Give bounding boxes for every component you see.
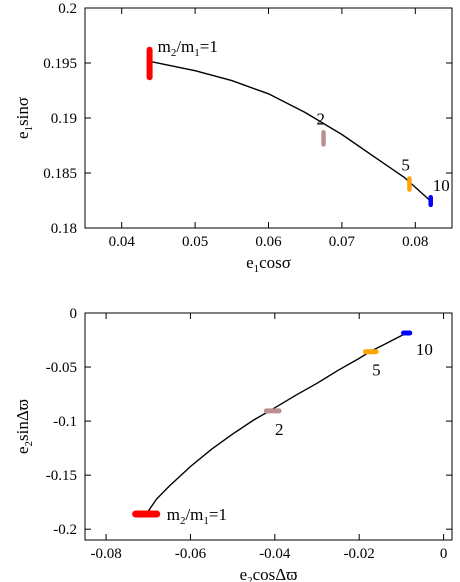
series-annotation: 5 <box>372 361 381 380</box>
bottom-ticks: -0.08 -0.06 -0.04 -0.02 0 -0.2 -0.15 -0.1 -0.05 0 <box>46 306 452 562</box>
series-annotation: 5 <box>401 156 410 175</box>
y-tick-label: -0.2 <box>53 522 77 538</box>
y-tick-label: 0.19 <box>51 111 77 127</box>
x-tick-label: -0.04 <box>259 546 291 562</box>
y-tick-label: 0.195 <box>43 56 77 72</box>
x-tick-label: 0.05 <box>182 234 208 250</box>
series-annotation: m2/m1=1 <box>158 37 218 59</box>
y-tick-label: -0.05 <box>46 360 77 376</box>
x-tick-label: 0.07 <box>329 234 356 250</box>
bottom-clusters <box>132 330 413 518</box>
top-clusters <box>146 46 433 208</box>
y-tick-label: -0.1 <box>53 414 77 430</box>
x-tick-label: 0 <box>440 546 448 562</box>
x-tick-label: 0.06 <box>255 234 282 250</box>
y-tick-label: -0.15 <box>46 468 77 484</box>
x-tick-label: -0.02 <box>344 546 375 562</box>
series-annotation: m2/m1=1 <box>167 505 227 527</box>
top-curve <box>152 61 431 202</box>
bottom-y-axis-label: e2sinΔϖ <box>13 399 35 454</box>
x-tick-label: 0.08 <box>402 234 428 250</box>
y-tick-label: 0 <box>70 306 78 322</box>
series-annotation: 2 <box>317 109 326 128</box>
top-x-axis-label: e1cosσ <box>246 253 291 275</box>
series-annotation: 10 <box>416 340 433 359</box>
top-plot-frame <box>84 7 453 229</box>
series-annotation: 10 <box>433 176 450 195</box>
top-panel: 0.04 0.05 0.06 0.07 0.08 0.18 0.185 0.19 0.195 0.… <box>13 1 453 275</box>
top-ticks: 0.04 0.05 0.06 0.07 0.08 0.18 0.185 0.19 0.195 0.… <box>43 1 452 250</box>
bottom-plot-frame <box>84 312 453 541</box>
bottom-annotations: m2/m1=1 2 5 10 <box>167 340 433 527</box>
top-annotations: m2/m1=1 2 5 10 <box>158 37 450 195</box>
x-tick-label: -0.08 <box>90 546 121 562</box>
bottom-x-axis-label: e2cosΔϖ <box>240 565 298 582</box>
x-tick-label: -0.06 <box>175 546 207 562</box>
x-tick-label: 0.04 <box>109 234 136 250</box>
y-tick-label: 0.18 <box>51 221 77 237</box>
series-annotation: 2 <box>275 420 284 439</box>
top-y-axis-label: e1sinσ <box>13 97 35 139</box>
bottom-panel: -0.08 -0.06 -0.04 -0.02 0 -0.2 -0.15 -0.1 -0.05 0… <box>13 306 453 582</box>
y-tick-label: 0.2 <box>58 1 77 17</box>
y-tick-label: 0.185 <box>43 166 77 182</box>
